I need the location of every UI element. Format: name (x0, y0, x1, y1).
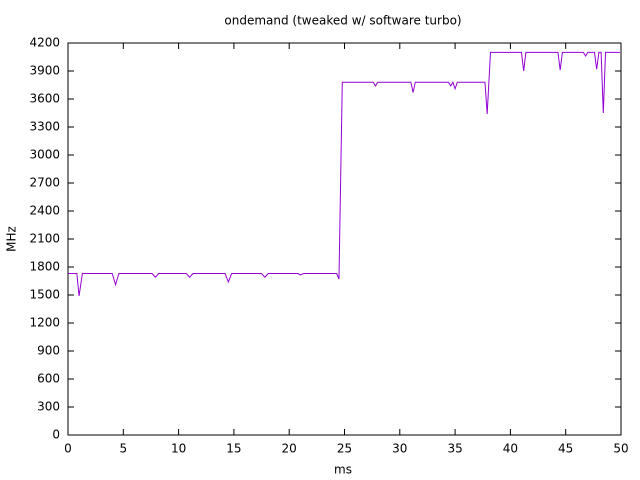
x-axis-label: ms (334, 463, 352, 477)
y-tick-label: 900 (37, 344, 60, 358)
x-tick-label: 30 (392, 442, 407, 456)
y-tick-label: 1500 (29, 288, 60, 302)
chart-title: ondemand (tweaked w/ software turbo) (224, 14, 461, 28)
y-tick-label: 1200 (29, 316, 60, 330)
x-tick-label: 5 (119, 442, 127, 456)
x-tick-label: 25 (337, 442, 352, 456)
data-line (68, 51, 620, 297)
x-tick-label: 45 (558, 442, 573, 456)
y-tick-label: 4200 (29, 36, 60, 50)
x-tick-label: 35 (447, 442, 462, 456)
y-tick-label: 2700 (29, 176, 60, 190)
x-tick-label: 40 (503, 442, 518, 456)
x-tick-label: 0 (64, 442, 72, 456)
x-tick-label: 50 (613, 442, 628, 456)
y-axis-label: MHz (5, 226, 19, 252)
x-tick-label: 10 (171, 442, 186, 456)
y-tick-label: 3900 (29, 64, 60, 78)
y-tick-label: 3300 (29, 120, 60, 134)
y-tick-label: 600 (37, 372, 60, 386)
x-tick-label: 20 (282, 442, 297, 456)
y-tick-label: 300 (37, 400, 60, 414)
y-tick-label: 1800 (29, 260, 60, 274)
y-tick-label: 3600 (29, 92, 60, 106)
y-tick-label: 2100 (29, 232, 60, 246)
x-tick-label: 15 (226, 442, 241, 456)
y-tick-label: 3000 (29, 148, 60, 162)
y-tick-label: 0 (52, 428, 60, 442)
y-tick-label: 2400 (29, 204, 60, 218)
